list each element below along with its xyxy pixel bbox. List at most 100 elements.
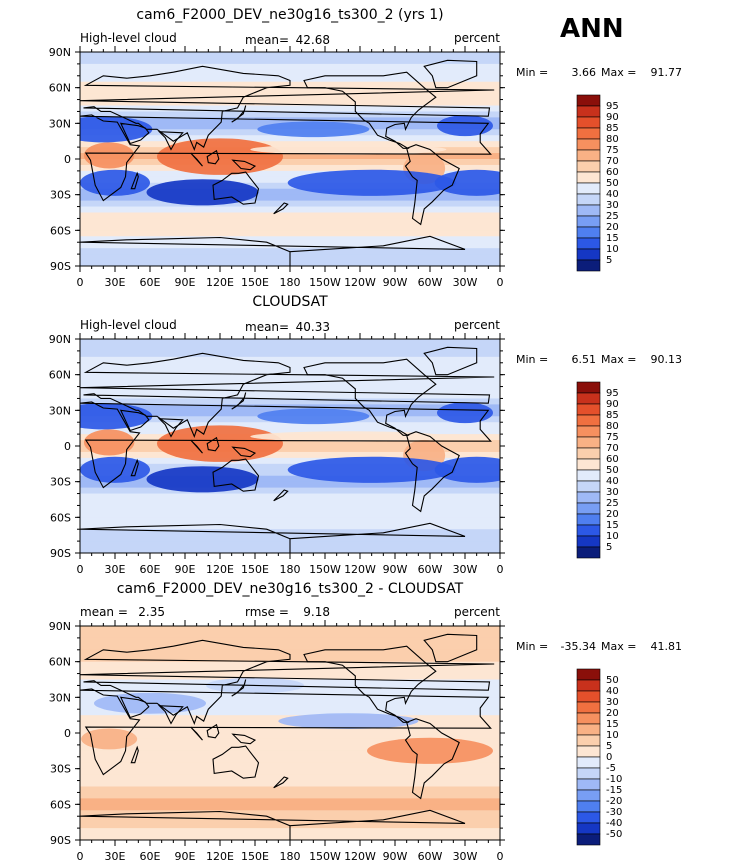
rmse-value: 9.18 [303,605,330,619]
colorbar-label: -10 [606,774,622,785]
x-tick-label: 90W [383,276,408,289]
map-field [80,52,500,266]
panel-left-label: High-level cloud [80,31,177,45]
colorbar-box [576,414,601,427]
colorbar-box [576,822,601,835]
colorbar-box [576,480,601,493]
field-band [80,63,500,71]
field-band [80,493,500,500]
colorbar-box [576,447,601,460]
coastline [119,122,150,145]
field-band [80,105,500,112]
y-tick-label: 90S [50,547,71,560]
x-tick-label: 0 [497,563,504,576]
field-band [80,744,500,752]
field-band [80,475,500,483]
min-value: -35.34 [561,640,596,653]
colorbar-box [576,756,601,769]
x-tick-label: 180 [280,563,301,576]
colorbar-box [576,767,601,780]
colorbar-label: 10 [606,244,619,255]
field-feature [287,456,456,483]
colorbar-box [576,513,601,526]
coastline [80,401,492,489]
y-tick-label: 60N [49,656,71,669]
field-feature [434,456,500,483]
field-band [80,87,500,95]
colorbar-label: 40 [606,476,619,487]
mean-label: mean= [245,33,289,47]
coastline [303,645,437,723]
colorbar-box [576,425,601,438]
field-band [80,649,500,657]
colorbar-label: -50 [606,829,622,840]
y-tick-label: 30S [50,476,71,489]
panel-title: CLOUDSAT [252,294,328,310]
coastline [157,705,184,725]
colorbar-box [576,436,601,449]
field-band [80,386,500,393]
x-tick-label: 120E [206,850,234,863]
field-band [80,344,500,352]
colorbar-box [576,237,601,250]
coastline [80,809,466,840]
x-tick-label: 150W [309,276,341,289]
field-band [80,446,500,453]
x-tick-label: 180 [280,850,301,863]
map-field [80,626,500,840]
colorbar-label: 80 [606,421,619,432]
y-tick-label: 0 [64,727,71,740]
field-band [80,153,500,160]
colorbar-label: 90 [606,399,619,410]
colorbar-label: 90 [606,112,619,123]
y-tick-label: 30N [49,117,71,130]
coastline [80,235,466,266]
coastline [157,131,184,151]
x-tick-label: 90W [383,563,408,576]
y-tick-label: 60S [50,511,71,524]
colorbar-box [576,392,601,405]
x-tick-label: 150W [309,850,341,863]
colorbar-label: 10 [606,730,619,741]
x-tick-label: 60E [140,276,161,289]
field-band [80,188,500,196]
colorbar-label: 75 [606,145,619,156]
colorbar-label: 50 [606,178,619,189]
panel-title: cam6_F2000_DEV_ne30g16_ts300_2 (yrs 1) [136,7,443,23]
field-band [80,673,500,680]
colorbar-box [576,381,601,394]
x-tick-label: 120W [344,850,376,863]
field-band [80,242,500,249]
x-tick-label: 90E [175,563,196,576]
field-band [80,780,500,787]
field-band [80,374,500,382]
colorbar-box [576,712,601,725]
coastline [423,346,478,376]
colorbar-box [576,171,601,184]
field-band [80,392,500,399]
colorbar-box [576,833,601,846]
field-feature [83,429,135,456]
field-band [80,206,500,213]
field-feature [437,402,493,424]
coastline [273,776,289,789]
field-band [80,709,500,716]
colorbar-label: -30 [606,807,622,818]
colorbar-box [576,800,601,813]
mean-value: 2.35 [138,605,165,619]
colorbar-label: -20 [606,796,622,807]
field-band [80,469,500,477]
field-band [80,404,500,411]
colorbar-box [576,458,601,471]
colorbar-box [576,734,601,747]
field-band [80,768,500,776]
field-band [80,792,500,799]
min-label: Min = [516,640,548,653]
colorbar-box [576,679,601,692]
coastline [303,358,437,436]
x-tick-label: 30E [105,850,126,863]
field-band [80,212,500,219]
field-band [80,626,500,633]
colorbar-label: -15 [606,785,622,796]
